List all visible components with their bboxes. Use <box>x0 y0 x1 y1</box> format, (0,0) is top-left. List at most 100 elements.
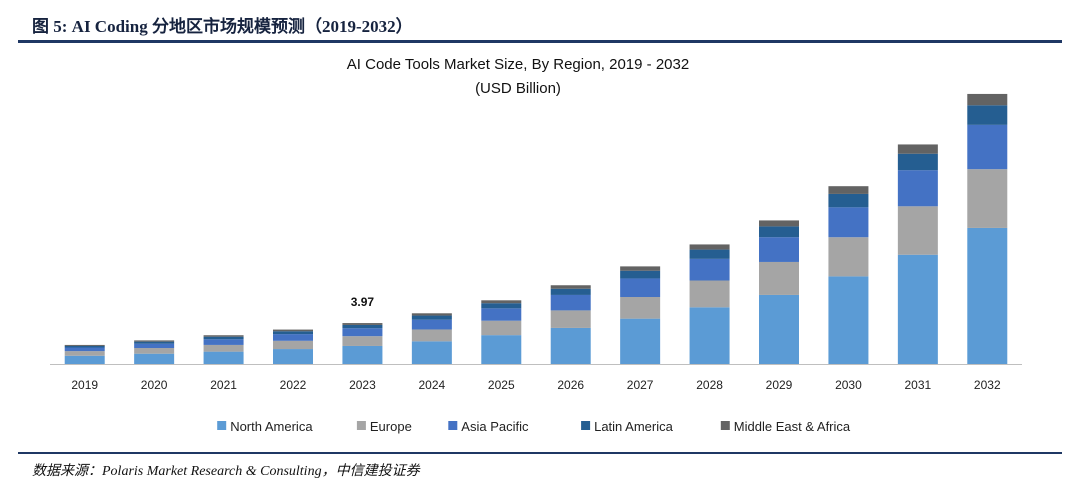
bar-segment <box>897 153 938 171</box>
chart-title-block: AI Code Tools Market Size, By Region, 20… <box>0 53 1036 101</box>
x-tick-label: 2031 <box>905 378 932 392</box>
bar-segment <box>967 169 1008 228</box>
legend-swatch <box>448 421 458 430</box>
bar-segment <box>203 336 244 340</box>
bar-segment <box>342 336 383 346</box>
bar-segment <box>481 335 522 364</box>
footer-rule <box>18 452 1062 454</box>
bar-segment <box>411 313 452 316</box>
bar-segment <box>342 324 383 329</box>
bar-segment <box>620 270 661 279</box>
x-tick-label: 2019 <box>71 378 98 392</box>
figure-header: 图 5: AI Coding 分地区市场规模预测（2019-2032） <box>32 17 413 36</box>
bar-segment <box>550 294 591 311</box>
bar-segment <box>64 347 105 352</box>
x-tick-label: 2029 <box>766 378 793 392</box>
x-tick-label: 2020 <box>141 378 168 392</box>
bar-segment <box>897 206 938 255</box>
bar-segment <box>759 261 799 295</box>
bar-segment <box>411 341 452 364</box>
bar-segment <box>481 300 522 304</box>
bar-segment <box>689 244 730 250</box>
x-tick-label: 2028 <box>696 378 723 392</box>
bar-segment <box>967 227 1008 364</box>
bar-segment <box>411 329 452 342</box>
bar-segment <box>273 334 313 341</box>
bar-segment <box>897 170 938 207</box>
bar-segment <box>620 278 661 297</box>
legend-label: Asia Pacific <box>461 419 529 434</box>
bar-segment <box>828 276 869 364</box>
bar-segment <box>759 237 799 262</box>
bar-segment <box>64 351 105 356</box>
bar-segment <box>273 349 313 364</box>
legend-swatch <box>720 421 730 430</box>
legend-label: North America <box>230 419 313 434</box>
bar-segment <box>134 353 175 364</box>
bar-segment <box>967 93 1008 106</box>
bar-segment <box>828 207 869 238</box>
bar-segment <box>481 303 522 309</box>
bar-segment <box>134 341 175 344</box>
bar-segment <box>550 310 591 328</box>
x-tick-label: 2023 <box>349 378 376 392</box>
x-tick-label: 2032 <box>974 378 1001 392</box>
chart-title: AI Code Tools Market Size, By Region, 20… <box>346 56 690 73</box>
bar-segment <box>411 319 452 330</box>
legend-swatch <box>217 421 227 430</box>
bar-segment <box>203 339 244 345</box>
bar-segment <box>342 328 383 337</box>
bar-segment <box>481 320 522 336</box>
bar-segment <box>828 186 869 194</box>
bar-segment <box>64 345 105 348</box>
bar-segment <box>828 193 869 208</box>
bar-segment <box>134 343 175 349</box>
bar-segment <box>550 327 591 364</box>
bar-segment <box>273 329 313 332</box>
bar-segment <box>620 266 661 271</box>
bar-segment <box>689 258 730 281</box>
legend-label: Middle East & Africa <box>734 419 851 434</box>
bar-segment <box>897 144 938 154</box>
figure-source: 数据来源：Polaris Market Research & Consultin… <box>32 464 420 479</box>
bar-segment <box>897 254 938 364</box>
bar-segment <box>203 351 244 364</box>
header-rule <box>18 40 1062 43</box>
x-tick-label: 2030 <box>835 378 862 392</box>
x-tick-label: 2021 <box>210 378 237 392</box>
bar-segment <box>203 344 244 352</box>
bar-segment <box>64 355 105 364</box>
bar-segment <box>203 335 244 337</box>
bar-segment <box>967 105 1008 125</box>
bar-segment <box>550 288 591 295</box>
bar-segment <box>620 297 661 319</box>
bar-segment <box>689 280 730 308</box>
legend-label: Latin America <box>594 419 674 434</box>
bar-segment <box>759 220 799 227</box>
x-tick-label: 2025 <box>488 378 515 392</box>
bar-segment <box>689 249 730 259</box>
x-tick-label: 2024 <box>419 378 446 392</box>
bar-segment <box>759 226 799 238</box>
data-label: 3.97 <box>351 295 375 309</box>
bar-segment <box>411 315 452 320</box>
bar-segment <box>134 348 175 354</box>
bar-segment <box>689 307 730 364</box>
bar-segment <box>342 345 383 364</box>
bar-segment <box>481 308 522 321</box>
bar-segment <box>273 340 313 350</box>
legend-swatch <box>581 421 591 430</box>
bar-segment <box>759 294 799 364</box>
bar-segment <box>550 285 591 289</box>
bar-segment <box>342 323 383 325</box>
legend-label: Europe <box>370 419 412 434</box>
bar-segment <box>134 340 175 342</box>
bar-segment <box>273 331 313 335</box>
bar-segment <box>64 344 105 346</box>
bar-segment <box>967 124 1008 170</box>
legend-swatch <box>356 421 366 430</box>
bar-segment <box>828 237 869 277</box>
chart-subtitle: (USD Billion) <box>475 80 561 97</box>
x-tick-label: 2027 <box>627 378 654 392</box>
stacked-bar-chart: 2019 2020 2021 2022 2023 3.97 2024 2025 2026 2027… <box>50 93 1022 434</box>
